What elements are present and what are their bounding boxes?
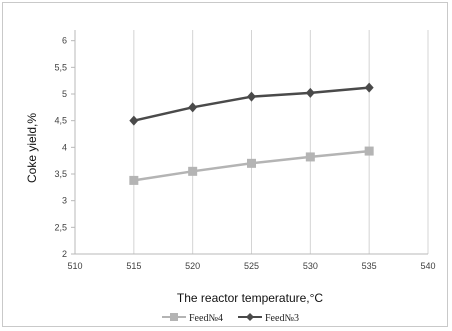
data-point (247, 158, 256, 168)
data-point (305, 87, 315, 98)
y-tick-label: 2,5 (54, 222, 67, 232)
x-tick-labels: 510 515 520 525 530 535 540 (67, 261, 435, 271)
data-point (129, 175, 139, 185)
y-tick-label: 6 (62, 36, 67, 46)
x-tick-label: 530 (303, 261, 318, 271)
data-point (247, 91, 256, 102)
gridlines (71, 30, 429, 255)
y-tick-label: 5 (62, 89, 67, 99)
legend: Feed№4 Feed№3 (162, 313, 299, 324)
x-tick-label: 520 (185, 261, 200, 271)
y-tick-labels: 2 2,5 3 3,5 4 4,5 5 5,5 6 (54, 36, 67, 259)
y-tick-label: 3,5 (54, 169, 67, 179)
x-tick-label: 540 (420, 261, 435, 271)
y-tick-label: 3 (62, 196, 67, 206)
x-tick-label: 515 (126, 261, 141, 271)
data-point (364, 82, 374, 93)
y-tick-label: 4,5 (54, 116, 67, 126)
x-tick-label: 535 (362, 261, 377, 271)
y-tick-label: 2 (62, 249, 67, 259)
data-point (364, 146, 374, 156)
legend-marker-feed3 (246, 313, 254, 321)
y-axis-label: Coke yield,% (25, 113, 39, 183)
y-tick-label: 5,5 (54, 62, 67, 72)
data-point (129, 115, 139, 126)
data-point (188, 102, 198, 113)
x-tick-label: 525 (244, 261, 259, 271)
chart-frame (2, 2, 448, 327)
series-layer (129, 82, 374, 185)
data-point (305, 152, 315, 162)
data-point (188, 166, 198, 176)
x-tick-label: 510 (67, 261, 82, 271)
legend-marker-feed4 (170, 313, 178, 321)
x-axis-label: The reactor temperature,°C (177, 291, 324, 305)
y-tick-label: 4 (62, 142, 67, 152)
legend-label-feed3: Feed№3 (265, 313, 299, 324)
legend-label-feed4: Feed№4 (189, 313, 223, 324)
